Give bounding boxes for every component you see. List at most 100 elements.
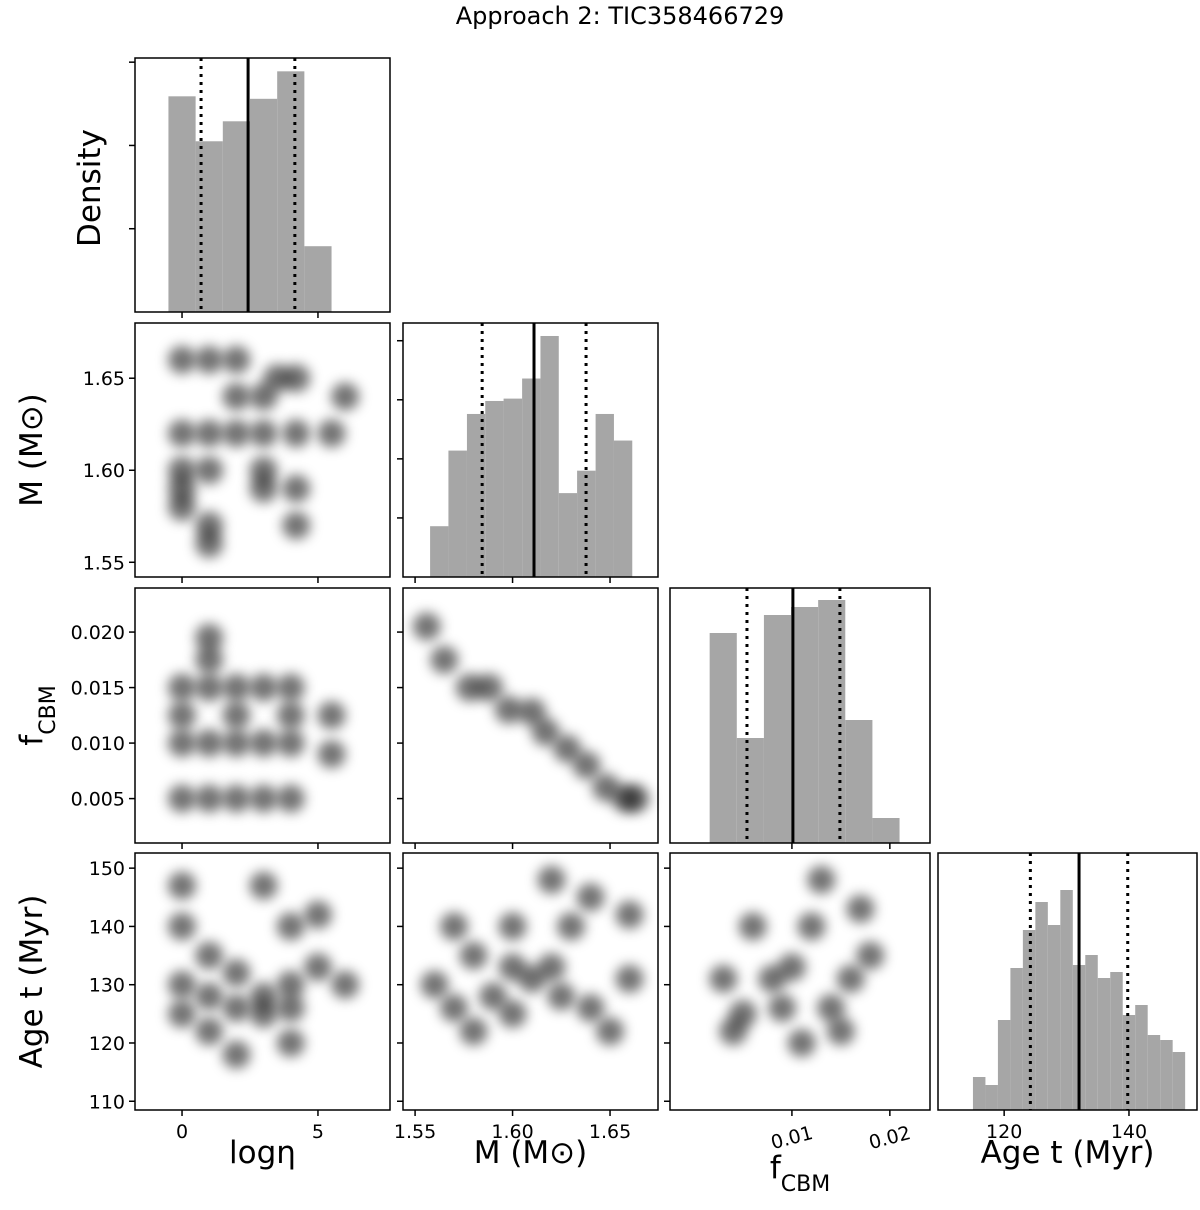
x-axis-label: fCBM <box>770 1150 830 1197</box>
sample-cloud <box>195 456 224 485</box>
hist-bar <box>997 1020 1011 1110</box>
sample-cloud <box>222 784 251 813</box>
x-tick-label: 1.55 <box>394 1121 436 1143</box>
sample-cloud <box>303 900 332 929</box>
sample-cloud <box>222 673 251 702</box>
x-axis-label: logη <box>229 1135 296 1171</box>
sample-cloud <box>222 959 251 988</box>
sample-cloud <box>836 964 865 993</box>
sample-cloud <box>249 999 278 1028</box>
y-tick-label: 1.55 <box>83 552 125 574</box>
sample-cloud <box>787 1028 816 1057</box>
panel-frame <box>402 587 659 844</box>
y-tick-label: 0.005 <box>71 789 125 811</box>
hist-bar <box>872 818 900 843</box>
scatter-panel <box>420 865 644 1046</box>
sample-cloud <box>276 912 305 941</box>
sample-cloud <box>222 1040 251 1069</box>
hist-bar <box>448 450 467 577</box>
panel-frame <box>669 852 931 1111</box>
sample-cloud <box>537 865 566 894</box>
sample-cloud <box>498 999 527 1028</box>
y-axis-label: M (M⊙) <box>14 393 50 507</box>
y-axis-label-main: M (M⊙) <box>14 393 50 507</box>
sample-cloud <box>282 419 311 448</box>
sample-cloud <box>777 953 806 982</box>
hist-bar <box>1085 955 1098 1110</box>
sample-cloud <box>168 345 197 374</box>
sample-cloud <box>317 419 346 448</box>
sample-cloud <box>547 982 576 1011</box>
sample-cloud <box>168 493 197 522</box>
sample-cloud <box>168 970 197 999</box>
hist-bar <box>249 98 278 313</box>
sample-cloud <box>797 912 826 941</box>
x-tick-label: 0 <box>176 1121 188 1143</box>
sample-cloud <box>276 673 305 702</box>
hist-bar <box>1022 930 1036 1110</box>
sample-cloud <box>282 511 311 540</box>
sample-cloud <box>195 673 224 702</box>
sample-cloud <box>430 645 459 674</box>
sample-cloud <box>222 994 251 1023</box>
y-axis-label: Density <box>72 129 108 247</box>
sample-cloud <box>498 912 527 941</box>
histogram-panel <box>709 588 900 843</box>
sample-cloud <box>557 912 586 941</box>
hist-bar <box>466 413 486 577</box>
hist-bar <box>540 335 559 577</box>
sample-cloud <box>807 865 836 894</box>
sample-cloud <box>518 698 547 727</box>
panel-frame <box>669 587 931 844</box>
y-tick-label: 130 <box>89 975 125 997</box>
hist-bar <box>1172 1052 1186 1110</box>
panel-frame <box>402 322 659 578</box>
hist-bar <box>168 96 196 312</box>
sample-cloud <box>276 970 305 999</box>
sample-cloud <box>317 740 346 769</box>
y-axis-label-sub: CBM <box>36 685 61 734</box>
sample-cloud <box>331 970 360 999</box>
sample-cloud <box>222 345 251 374</box>
sample-cloud <box>276 1028 305 1057</box>
panel-frame <box>134 57 391 313</box>
y-axis-label-main: Age t (Myr) <box>14 895 50 1069</box>
sample-cloud <box>249 474 278 503</box>
panel-frame <box>134 322 391 578</box>
histogram-panel <box>168 58 332 313</box>
scatter-panel <box>168 871 360 1069</box>
sample-cloud <box>317 701 346 730</box>
sample-cloud <box>222 382 251 411</box>
hist-bar <box>304 246 332 312</box>
y-tick-label: 0.015 <box>71 678 125 700</box>
sample-cloud <box>249 784 278 813</box>
x-axis-label-main: M (M⊙) <box>474 1135 588 1171</box>
sample-cloud <box>531 717 560 746</box>
hist-bar <box>1110 972 1123 1110</box>
sample-cloud <box>195 623 224 652</box>
sample-cloud <box>168 784 197 813</box>
sample-cloud <box>738 912 767 941</box>
sample-cloud <box>621 784 650 813</box>
hist-bar <box>845 720 873 843</box>
scatter-panel <box>168 345 360 558</box>
sample-cloud <box>195 419 224 448</box>
sample-cloud <box>709 964 738 993</box>
sample-cloud <box>168 419 197 448</box>
hist-bar <box>972 1077 986 1110</box>
sample-cloud <box>494 695 523 724</box>
sample-cloud <box>276 701 305 730</box>
x-tick-label: 1.65 <box>589 1121 631 1143</box>
y-tick-label: 140 <box>89 916 125 938</box>
sample-cloud <box>276 784 305 813</box>
x-tick-label: 1.60 <box>491 1121 533 1143</box>
sample-cloud <box>249 419 278 448</box>
scatter-panel <box>412 612 650 813</box>
sample-cloud <box>195 982 224 1011</box>
hist-bar <box>1097 978 1111 1110</box>
sample-cloud <box>249 382 278 411</box>
x-axis-label: M (M⊙) <box>474 1135 588 1171</box>
sample-cloud <box>768 994 797 1023</box>
sample-cloud <box>168 701 197 730</box>
